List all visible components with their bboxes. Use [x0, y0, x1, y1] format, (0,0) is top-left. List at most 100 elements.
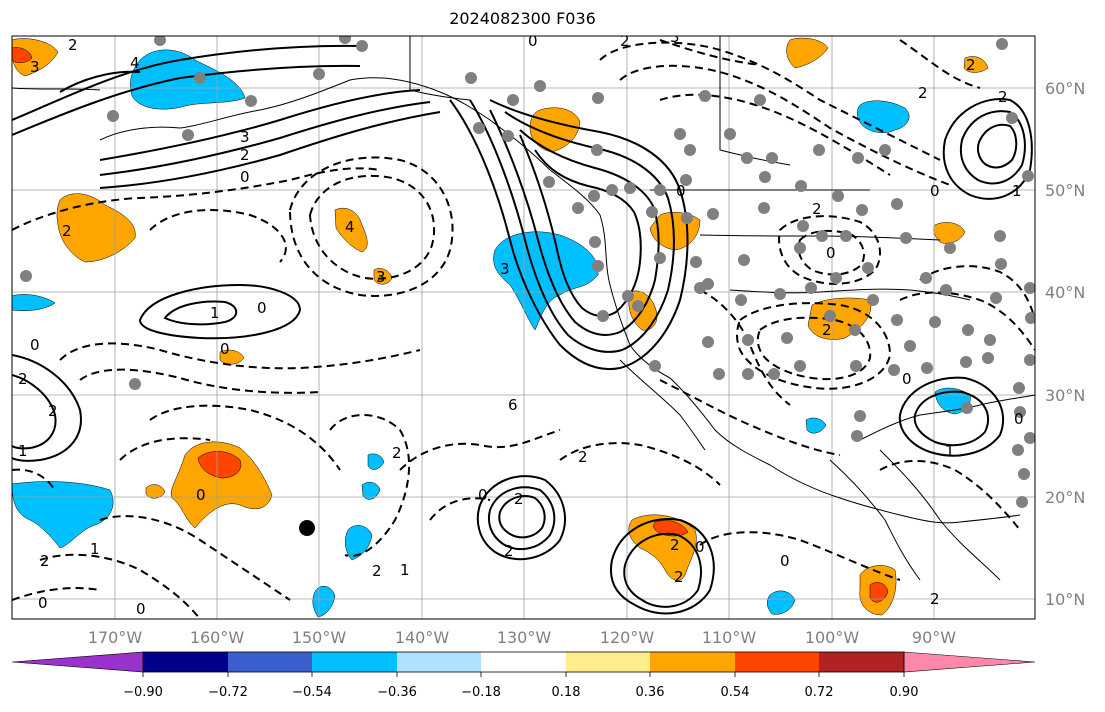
- contour-label: 2: [812, 200, 822, 218]
- colorbar-segment: [650, 652, 735, 672]
- contour-label: 2: [372, 562, 382, 580]
- colorbar-tick-label: 0.72: [805, 685, 834, 700]
- contour-label: 3: [240, 128, 250, 146]
- contour-label: 2: [674, 568, 684, 586]
- contour-label: 4: [345, 218, 355, 236]
- positive-anomaly-area: [963, 56, 989, 73]
- contour-label: 0: [136, 600, 146, 618]
- lon-label: 130°W: [497, 628, 552, 647]
- colorbar-segment: [143, 652, 228, 672]
- colorbar-segment: [819, 652, 904, 672]
- lat-label: 10°N: [1045, 590, 1085, 609]
- contour-label: 2: [240, 146, 250, 164]
- contour-label: 0: [30, 336, 40, 354]
- colorbar-segment: [397, 652, 481, 672]
- colorbar: −0.90 −0.72 −0.54 −0.36 −0.18 0.18 0.36 …: [11, 651, 1036, 700]
- colorbar-tick-label: −0.18: [461, 685, 501, 700]
- negative-anomaly-area: [312, 585, 336, 618]
- positive-anomaly-area: [197, 451, 242, 479]
- positive-anomaly-area: [219, 349, 245, 365]
- contour-label: 2: [966, 56, 976, 74]
- station-points: [20, 36, 1035, 508]
- positive-anomaly-area: [12, 38, 59, 77]
- negative-anomaly-area: [367, 453, 385, 470]
- negative-anomaly-area: [12, 481, 114, 549]
- colorbar-segment: [566, 652, 650, 672]
- lat-label: 40°N: [1045, 283, 1085, 302]
- contour-label: 2: [18, 370, 28, 388]
- colorbar-outline: [142, 651, 905, 673]
- contour-label: 2: [62, 222, 72, 240]
- contour-label: 2: [514, 490, 524, 508]
- positive-anomaly-area: [653, 520, 689, 537]
- contour-label: 2: [40, 552, 50, 570]
- longitude-labels: 170°W 160°W 150°W 140°W 130°W 120°W 110°…: [88, 628, 956, 647]
- negative-anomaly-area: [12, 294, 56, 311]
- contour-label: 0: [240, 168, 250, 186]
- map-frame: [11, 35, 1036, 620]
- colorbar-segment: [481, 652, 566, 672]
- contour-label: 2: [578, 448, 588, 466]
- colorbar-segment: [228, 652, 312, 672]
- colorbar-tick-label: −0.72: [208, 685, 248, 700]
- positive-anomaly-area: [12, 47, 33, 63]
- contour-label: 2: [68, 36, 78, 54]
- contour-label: 0: [38, 594, 48, 612]
- lon-label: 90°W: [912, 628, 956, 647]
- positive-anomaly-area: [334, 207, 368, 253]
- positive-anomaly-area: [869, 582, 889, 603]
- lat-label: 60°N: [1045, 79, 1085, 98]
- contour-label: 3: [30, 58, 40, 76]
- colorbar-tick-label: −0.36: [377, 685, 417, 700]
- storm-center-marker: [299, 520, 315, 536]
- colorbar-tick-label: 0.36: [636, 685, 665, 700]
- contour-label: 2: [504, 542, 514, 560]
- contour-label: 2: [822, 321, 832, 339]
- positive-anomaly-area: [786, 37, 829, 69]
- contour-label: 0: [695, 538, 705, 556]
- lat-label: 30°N: [1045, 386, 1085, 405]
- colorbar-segment: [11, 651, 144, 673]
- contour-label: 2: [670, 536, 680, 554]
- contour-label: 4: [130, 54, 140, 72]
- contour-label: 1: [18, 442, 28, 460]
- contour-label: 1: [400, 561, 410, 579]
- negative-anomaly-area: [767, 590, 796, 615]
- colorbar-tick-label: −0.90: [123, 685, 163, 700]
- colorbar-ticks: [142, 672, 905, 677]
- colorbar-tick-label: 0.54: [721, 685, 750, 700]
- contour-label: 1: [210, 304, 220, 322]
- lon-label: 170°W: [88, 628, 143, 647]
- contour-labels: 2 3 4 2 0 3 0 3 2 1 0 2 2 1 0 1 0 2 2 0 …: [18, 28, 1024, 618]
- contour-label: 1: [1012, 182, 1022, 200]
- contour-label: 2: [620, 32, 630, 50]
- contour-label: 0: [528, 32, 538, 50]
- contour-label: 0: [257, 299, 267, 317]
- contour-label: 0: [826, 244, 836, 262]
- contour-label: 0: [220, 340, 230, 358]
- lon-label: 140°W: [395, 628, 450, 647]
- contour-label: 0: [676, 182, 686, 200]
- colorbar-segment: [312, 652, 397, 672]
- contour-label: 2: [48, 402, 58, 420]
- negative-anomaly-area: [805, 417, 827, 434]
- contours-dashed: [12, 39, 1035, 619]
- contour-label: 2: [918, 84, 928, 102]
- colorbar-tick-label: 0.18: [552, 685, 581, 700]
- contour-label: 3: [376, 268, 386, 286]
- contour-label: 1: [90, 540, 100, 558]
- contour-label: 2: [392, 444, 402, 462]
- contour-label: 0: [196, 486, 206, 504]
- lon-label: 100°W: [805, 628, 860, 647]
- contour-label: 0: [930, 182, 940, 200]
- contour-label: 0: [902, 370, 912, 388]
- colorbar-tick-label: 0.90: [890, 685, 919, 700]
- negative-anomaly-area: [493, 231, 599, 331]
- contour-label: 2: [998, 88, 1008, 106]
- contour-label: 3: [670, 28, 680, 46]
- lon-label: 120°W: [600, 628, 655, 647]
- contour-label: 0: [1014, 410, 1024, 428]
- contour-label: 1: [945, 442, 955, 460]
- lon-label: 150°W: [292, 628, 347, 647]
